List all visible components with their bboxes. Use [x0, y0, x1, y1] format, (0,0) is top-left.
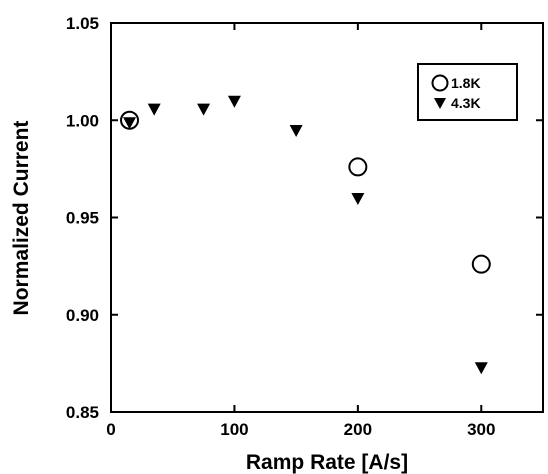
legend-box — [417, 63, 518, 121]
y-tick-label: 0.95 — [66, 209, 99, 228]
axis-ticks — [110, 22, 543, 413]
point-triangle — [289, 124, 303, 137]
point-triangle — [123, 117, 137, 130]
x-axis-title: Ramp Rate [A/s] — [246, 451, 408, 474]
y-tick-label: 0.85 — [66, 403, 99, 422]
axis-tick-labels: 0 100 200 300 0.85 0.90 0.95 1.00 1.05 — [66, 14, 496, 439]
y-tick-label: 1.00 — [66, 111, 99, 130]
legend: 1.8K 4.3K — [417, 63, 518, 121]
y-tick-label: 0.90 — [66, 306, 99, 325]
data-points — [120, 95, 491, 375]
x-tick-label: 0 — [106, 420, 115, 439]
x-tick-label: 100 — [220, 420, 248, 439]
legend-label-4.3K: 4.3K — [451, 95, 481, 111]
y-axis-title: Normalized Current — [10, 121, 33, 316]
point-circle — [348, 157, 368, 177]
x-tick-label: 200 — [344, 420, 372, 439]
point-triangle — [147, 103, 161, 116]
y-tick-label: 1.05 — [66, 14, 99, 33]
point-circle — [471, 254, 491, 274]
point-triangle — [197, 103, 211, 116]
point-triangle — [474, 362, 488, 375]
point-triangle — [227, 95, 241, 108]
point-triangle — [351, 193, 365, 206]
legend-marker-4.3K — [434, 98, 446, 109]
x-tick-label: 300 — [467, 420, 495, 439]
legend-marker-1.8K — [431, 74, 449, 92]
legend-label-1.8K: 1.8K — [451, 75, 481, 91]
